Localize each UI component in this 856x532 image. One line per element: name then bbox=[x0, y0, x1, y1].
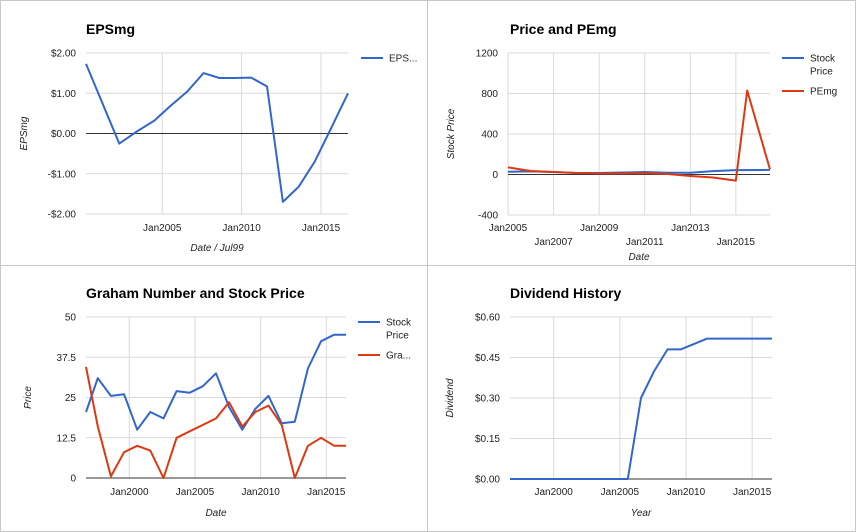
y-tick-label: 0 bbox=[492, 170, 498, 181]
legend-label: Gra... bbox=[386, 351, 411, 362]
x-tick-label: Jan2009 bbox=[580, 223, 619, 234]
chart-title: Graham Number and Stock Price bbox=[86, 285, 305, 301]
y-tick-label: -$1.00 bbox=[48, 169, 77, 180]
legend-label: Stock Price bbox=[386, 318, 412, 342]
x-tick-label: Jan2005 bbox=[601, 487, 640, 498]
panel-dividend: Dividend History $0.60 $0.45 $0.30 $0.15 $0.0… bbox=[427, 265, 856, 532]
chart-dividend: Dividend History $0.60 $0.45 $0.30 $0.15 $0.0… bbox=[445, 285, 772, 519]
y-tick-label: $0.15 bbox=[475, 434, 500, 445]
x-tick-label: Jan2010 bbox=[222, 223, 261, 234]
chart-graham: Graham Number and Stock Price 50 37.5 25 12.… bbox=[23, 285, 412, 519]
series-line-0 bbox=[85, 63, 349, 203]
x-tick-label: Jan2005 bbox=[489, 223, 528, 234]
y-axis-label: Dividend bbox=[445, 378, 456, 417]
y-tick-label: -$2.00 bbox=[48, 210, 77, 221]
panel-price-pemg: Price and PEmg 1200 800 400 0 -400 Jan2005 Jan2… bbox=[427, 0, 856, 266]
y-tick-label: $0.60 bbox=[475, 313, 500, 324]
x-axis-label: Date bbox=[628, 252, 650, 263]
y-axis-label: Price bbox=[23, 386, 34, 409]
y-tick-label: 25 bbox=[65, 393, 77, 404]
series-line-0 bbox=[85, 333, 346, 431]
y-tick-label: -400 bbox=[478, 211, 498, 222]
x-tick-label: Jan2015 bbox=[733, 487, 772, 498]
x-axis-label: Date / Jul99 bbox=[190, 243, 244, 254]
x-tick-label: Jan2015 bbox=[302, 223, 341, 234]
series-line-1 bbox=[85, 366, 346, 479]
x-tick-label: Jan2000 bbox=[110, 487, 149, 498]
y-tick-label: $0.00 bbox=[51, 129, 76, 140]
y-tick-label: 0 bbox=[70, 474, 76, 485]
y-tick-label: $0.45 bbox=[475, 353, 500, 364]
x-tick-label: Jan2005 bbox=[176, 487, 215, 498]
x-tick-label: Jan2007 bbox=[534, 237, 573, 248]
x-tick-label: Jan2015 bbox=[307, 487, 346, 498]
x-tick-label: Jan2000 bbox=[534, 487, 573, 498]
y-tick-label: 37.5 bbox=[57, 353, 77, 364]
y-tick-label: $0.30 bbox=[475, 394, 500, 405]
legend-label: EPS... bbox=[389, 54, 417, 65]
x-axis-label: Date bbox=[205, 508, 227, 519]
y-tick-label: 1200 bbox=[476, 49, 499, 60]
panel-graham: Graham Number and Stock Price 50 37.5 25 12.… bbox=[0, 265, 428, 532]
series-line-1 bbox=[507, 89, 771, 182]
x-tick-label: Jan2005 bbox=[143, 223, 182, 234]
chart-epsmg: EPSmg $2.00 $1.00 $0.00 -$1.00 -$2.00 Jan2005 J… bbox=[19, 21, 417, 254]
y-axis-label: Stock Price bbox=[446, 108, 457, 159]
y-tick-label: $2.00 bbox=[51, 49, 76, 60]
chart-title: Price and PEmg bbox=[510, 21, 617, 37]
y-tick-label: $0.00 bbox=[475, 475, 500, 486]
x-tick-label: Jan2010 bbox=[667, 487, 706, 498]
x-axis-label: Year bbox=[631, 508, 652, 519]
y-tick-label: 50 bbox=[65, 313, 77, 324]
y-tick-label: 800 bbox=[481, 89, 498, 100]
x-tick-label: Jan2010 bbox=[241, 487, 280, 498]
panel-epsmg: EPSmg $2.00 $1.00 $0.00 -$1.00 -$2.00 Jan2005 J… bbox=[0, 0, 428, 266]
legend-label: Stock Price bbox=[810, 54, 836, 78]
y-tick-label: $1.00 bbox=[51, 89, 76, 100]
y-axis-label: EPSmg bbox=[19, 116, 30, 150]
chart-title: EPSmg bbox=[86, 21, 135, 37]
x-tick-label: Jan2013 bbox=[671, 223, 710, 234]
legend-label: PEmg bbox=[810, 87, 837, 98]
y-tick-label: 400 bbox=[481, 130, 498, 141]
x-tick-label: Jan2015 bbox=[717, 237, 756, 248]
chart-title: Dividend History bbox=[510, 285, 621, 301]
y-tick-label: 12.5 bbox=[57, 433, 77, 444]
series-line-0 bbox=[510, 337, 772, 480]
x-tick-label: Jan2011 bbox=[626, 237, 664, 248]
